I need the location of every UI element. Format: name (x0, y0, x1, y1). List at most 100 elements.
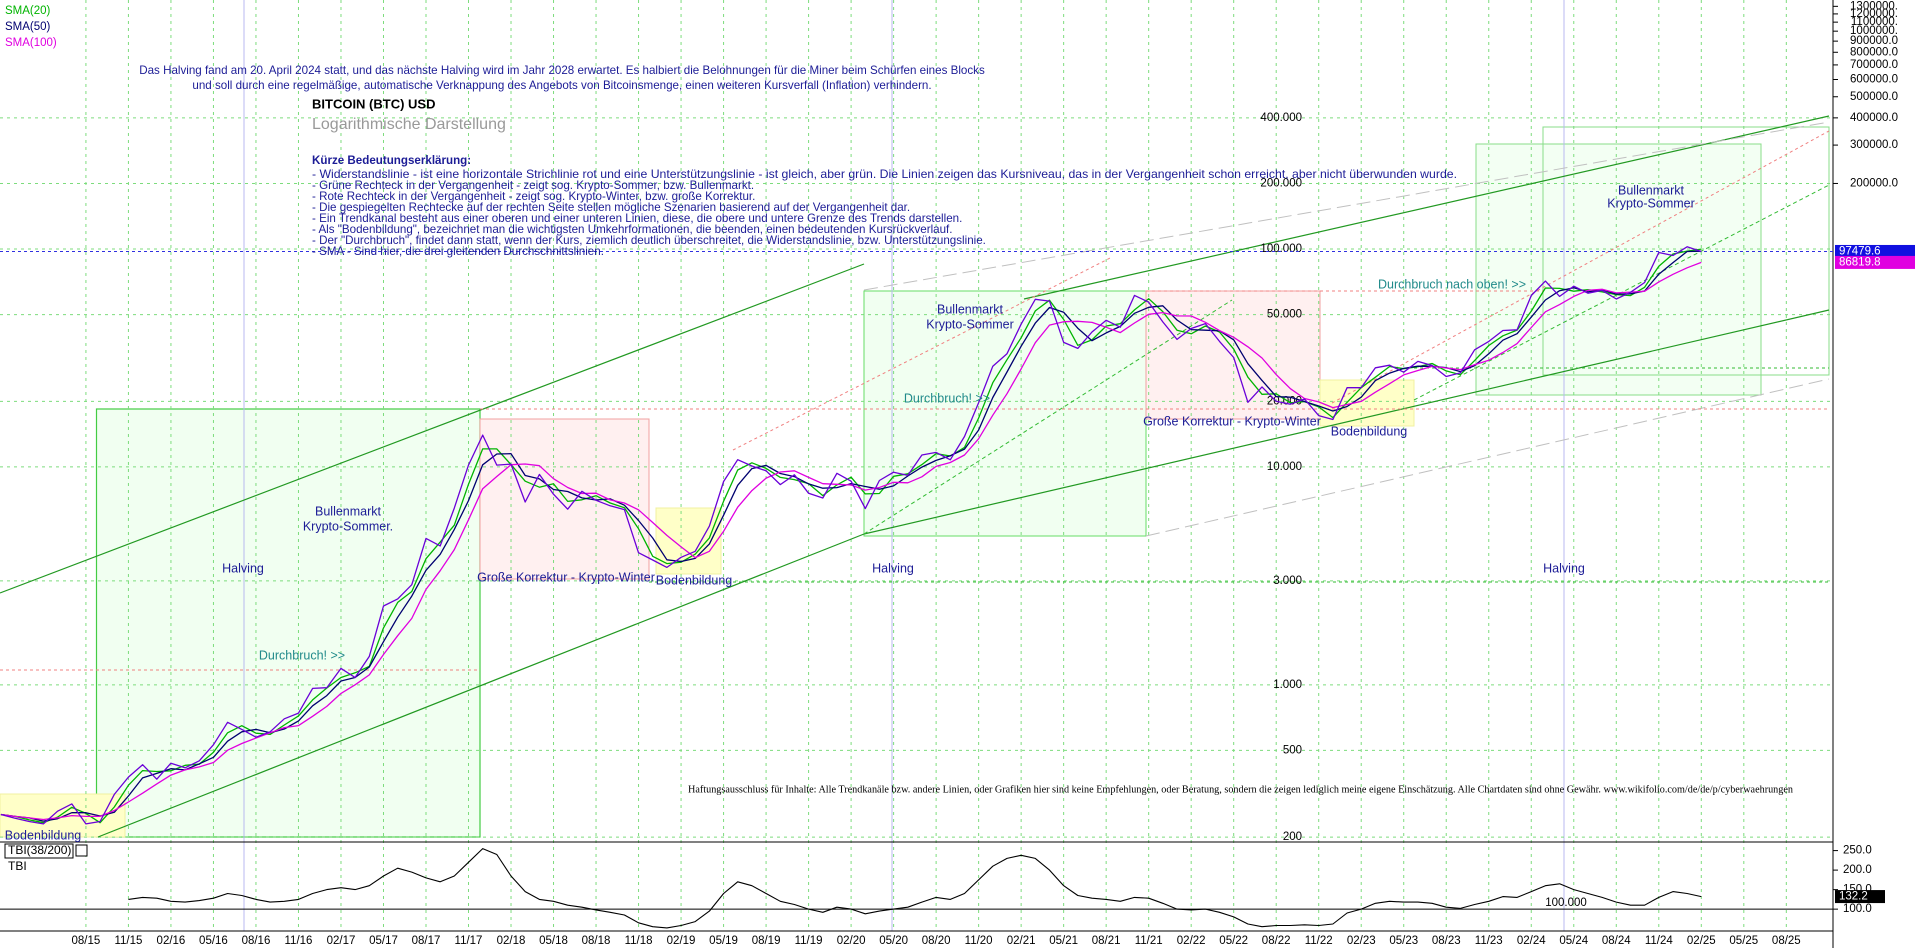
annotation: Bullenmarkt (937, 302, 1004, 316)
y-tick-label: 100.000 (1260, 243, 1302, 255)
annotation: Bodenbildung (656, 573, 733, 587)
x-tick-label: 02/16 (157, 935, 186, 947)
annotation: Krypto-Sommer. (303, 519, 393, 533)
x-tick-label: 02/17 (327, 935, 356, 947)
notes: Das Halving fand am 20. April 2024 statt… (139, 64, 985, 167)
y-tick-label: 900000.0 (1850, 35, 1898, 47)
x-tick-label: 05/23 (1389, 935, 1418, 947)
x-tick-label: 02/21 (1007, 935, 1036, 947)
chart-subtitle: Logarithmische Darstellung (312, 116, 506, 133)
y-tick-label: 250.0 (1843, 845, 1872, 857)
annotation: Bullenmarkt (315, 504, 382, 518)
value-label: 86819.8 (1839, 256, 1881, 268)
y-tick-label: 400000.0 (1850, 112, 1898, 124)
y-tick-label: 600000.0 (1850, 74, 1898, 86)
x-tick-label: 11/23 (1475, 935, 1503, 947)
indicator-line (128, 848, 1702, 929)
support-line (863, 299, 1233, 535)
x-tick-label: 02/18 (497, 935, 526, 947)
annotation: Bullenmarkt (1618, 183, 1685, 197)
x-tick-label: 08/20 (922, 935, 951, 947)
y-tick-label: 200000.0 (1850, 177, 1898, 189)
legend-entry: SMA(20) (5, 5, 51, 17)
x-tick-label: 05/24 (1559, 935, 1588, 947)
y-tick-label: 3.000 (1273, 575, 1302, 587)
annotation: Bodenbildung (1331, 424, 1408, 438)
x-tick-label: 02/19 (667, 935, 696, 947)
indicator-label: TBI (8, 859, 27, 873)
y-tick-label: 50.000 (1267, 309, 1302, 321)
x-tick-label: 05/22 (1219, 935, 1248, 947)
halving-lines (243, 0, 1565, 931)
legend-entry: SMA(100) (5, 37, 57, 49)
grid (0, 0, 1833, 931)
trend-line (1023, 115, 1830, 300)
legend-note: - Die gespiegelten Rechtecke auf der rec… (312, 201, 910, 214)
x-tick-label: 11/16 (285, 935, 313, 947)
frame (0, 0, 1834, 948)
annotation: Durchbruch nach oben! >> (1378, 277, 1526, 291)
value-box (1835, 890, 1885, 904)
legend-note: - Als "Bodenbildung", bezeichnet man die… (312, 223, 953, 236)
x-tick-label: 11/24 (1645, 935, 1674, 947)
legend-note: - Ein Trendkanal besteht aus einer obere… (312, 212, 962, 225)
annotation: Krypto-Sommer (926, 317, 1014, 331)
intro-text: und soll durch eine regelmäßige, automat… (192, 79, 931, 92)
y-tick-label: 200 (1283, 831, 1302, 843)
reference-label: 100.000 (1545, 897, 1587, 909)
indicator-button[interactable] (75, 844, 88, 857)
x-tick-label: 08/17 (412, 935, 441, 947)
y-tick-label: 1100000. (1851, 16, 1898, 28)
annotation: Bodenbildung (5, 828, 82, 842)
x-tick-label: 05/25 (1729, 935, 1758, 947)
legend-note: - Der "Durchbruch", findet dann statt, w… (312, 234, 986, 247)
mirror-line (863, 121, 1830, 291)
x-tick-label: 08/25 (1772, 935, 1801, 947)
x-tick-label: 11/21 (1135, 935, 1163, 947)
value-label: 97479.6 (1839, 245, 1881, 257)
x-tick-label: 08/18 (582, 935, 611, 947)
resistance-line (1331, 130, 1830, 404)
bull-box (863, 290, 1147, 537)
trend-line (863, 309, 1830, 535)
y-tick-label: 500 (1283, 744, 1302, 756)
scenario-box (1475, 143, 1762, 396)
y-tick-label: 1.000 (1273, 679, 1302, 691)
x-tick-label: 11/18 (625, 935, 653, 947)
y-tick-label: 500000.0 (1850, 91, 1898, 103)
x-tick-label: 08/16 (242, 935, 271, 947)
x-tick-label: 02/20 (837, 935, 866, 947)
annotation: Halving (222, 561, 264, 575)
sma-line (0, 250, 1702, 822)
legend-note: - Grüne Rechteck in der Vergangenheit - … (312, 179, 754, 192)
y-tick-label: 300000.0 (1850, 139, 1898, 151)
x-tick-label: 02/25 (1687, 935, 1716, 947)
bull-box (95, 408, 481, 838)
indicator-title: TBI(38/200) (8, 843, 71, 857)
chart-title: BITCOIN (BTC) USD (312, 96, 436, 111)
legend-heading: Kürze Bedeutungserklärung: (312, 154, 471, 167)
x-tick-label: 05/18 (539, 935, 568, 947)
resistance-line (732, 256, 1113, 451)
annotation: Durchbruch! >> (259, 648, 345, 662)
y-tick-label: 400.000 (1260, 112, 1302, 124)
x-tick-label: 05/21 (1049, 935, 1078, 947)
y-tick-label: 10.000 (1267, 461, 1302, 473)
indicator-label-box (4, 843, 74, 859)
legend-entry: SMA(50) (5, 21, 51, 33)
legend-note: - SMA - Sind hier, die drei gleitenden D… (312, 245, 604, 258)
y-tick-label: 800000.0 (1850, 46, 1898, 58)
x-tick-label: 02/24 (1517, 935, 1546, 947)
x-tick-label: 11/22 (1305, 935, 1333, 947)
x-tick-label: 05/17 (369, 935, 398, 947)
x-tick-label: 08/22 (1262, 935, 1291, 947)
x-tick-label: 02/22 (1177, 935, 1206, 947)
x-tick-label: 11/15 (114, 935, 142, 947)
x-tick-label: 08/21 (1092, 935, 1121, 947)
value-box (1835, 255, 1915, 269)
x-tick-label: 08/24 (1602, 935, 1631, 947)
bear-box (479, 418, 650, 580)
x-tick-label: 11/19 (795, 935, 823, 947)
x-tick-label: 08/19 (752, 935, 781, 947)
